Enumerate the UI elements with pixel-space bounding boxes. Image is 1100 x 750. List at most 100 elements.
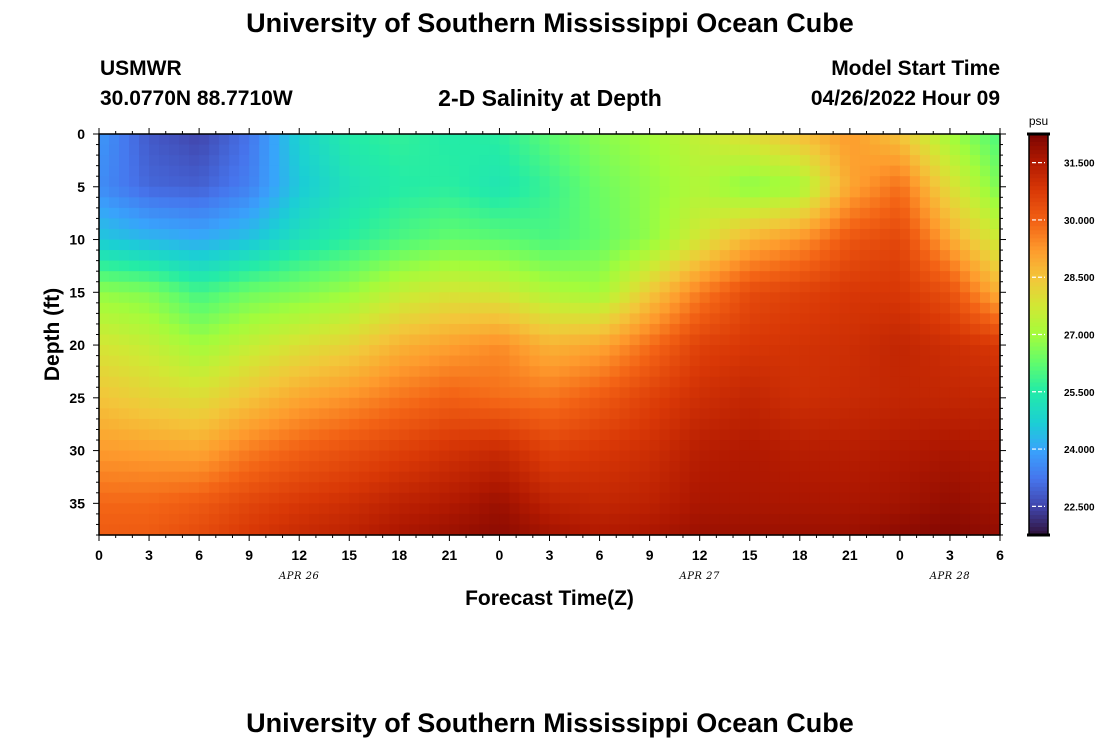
heatmap-cell	[929, 281, 941, 293]
heatmap-cell	[189, 440, 200, 452]
heatmap-cell	[609, 440, 621, 452]
heatmap-cell	[789, 134, 801, 146]
heatmap-cell	[849, 134, 861, 146]
heatmap-cell	[509, 260, 521, 272]
heatmap-cell	[169, 197, 180, 209]
heatmap-cell	[119, 397, 130, 409]
heatmap-cell	[939, 228, 951, 241]
heatmap-cell	[899, 355, 911, 367]
heatmap-cell	[589, 440, 601, 452]
heatmap-cell	[959, 144, 971, 156]
heatmap-cell	[179, 418, 190, 431]
heatmap-cell	[759, 418, 771, 431]
heatmap-cell	[509, 418, 521, 431]
heatmap-cell	[369, 408, 380, 420]
heatmap-cell	[579, 503, 591, 515]
heatmap-cell	[959, 165, 971, 177]
heatmap-cell	[309, 366, 320, 378]
heatmap-cell	[479, 165, 491, 177]
heatmap-cell	[889, 323, 901, 336]
heatmap-cell	[619, 450, 631, 462]
heatmap-cell	[269, 281, 280, 293]
heatmap-cell	[169, 176, 180, 188]
heatmap-cell	[649, 461, 661, 473]
heatmap-cell	[909, 313, 921, 325]
heatmap-cell	[439, 408, 450, 420]
heatmap-cell	[749, 313, 761, 325]
heatmap-cell	[499, 134, 511, 146]
heatmap-cell	[519, 355, 531, 367]
heatmap-cell	[249, 292, 260, 304]
heatmap-cell	[629, 355, 641, 367]
heatmap-cell	[969, 513, 981, 526]
heatmap-cell	[429, 461, 440, 473]
heatmap-cell	[639, 165, 651, 177]
heatmap-cell	[369, 281, 380, 293]
heatmap-cell	[509, 207, 521, 220]
heatmap-cell	[219, 513, 230, 526]
heatmap-cell	[399, 418, 410, 431]
heatmap-cell	[859, 524, 871, 536]
heatmap-cell	[779, 387, 791, 399]
heatmap-cell	[809, 134, 821, 146]
heatmap-cell	[819, 313, 831, 325]
heatmap-cell	[259, 218, 270, 230]
heatmap-cell	[169, 461, 180, 473]
heatmap-cell	[579, 197, 591, 209]
heatmap-cell	[739, 313, 751, 325]
heatmap-cell	[759, 461, 771, 473]
heatmap-cell	[859, 302, 871, 314]
heatmap-cell	[739, 334, 751, 346]
heatmap-cell	[599, 302, 611, 314]
heatmap-cell	[129, 355, 140, 367]
heatmap-cell	[189, 345, 200, 357]
heatmap-cell	[209, 144, 220, 156]
heatmap-cell	[709, 524, 721, 536]
heatmap-cell	[269, 260, 280, 272]
heatmap-cell	[699, 260, 711, 272]
heatmap-cell	[279, 408, 290, 420]
heatmap-cell	[699, 408, 711, 420]
heatmap-cell	[549, 355, 561, 367]
heatmap-cell	[669, 207, 681, 220]
heatmap-cell	[109, 492, 120, 504]
heatmap-cell	[749, 503, 761, 515]
heatmap-cell	[599, 408, 611, 420]
heatmap-cell	[289, 408, 300, 420]
heatmap-cell	[909, 503, 921, 515]
heatmap-cell	[299, 176, 310, 188]
heatmap-cell	[659, 239, 671, 251]
heatmap-cell	[829, 165, 841, 177]
heatmap-cell	[389, 450, 400, 462]
heatmap-cell	[649, 323, 661, 336]
heatmap-cell	[119, 471, 130, 483]
heatmap-cell	[769, 155, 781, 167]
heatmap-cell	[649, 176, 661, 188]
heatmap-cell	[279, 186, 290, 198]
heatmap-cell	[739, 524, 751, 536]
heatmap-cell	[619, 218, 631, 230]
heatmap-cell	[759, 197, 771, 209]
heatmap-cell	[799, 471, 811, 483]
heatmap-cell	[969, 461, 981, 473]
heatmap-cell	[979, 250, 991, 262]
heatmap-cell	[579, 345, 591, 357]
heatmap-cell	[269, 292, 280, 304]
heatmap-cell	[399, 165, 410, 177]
heatmap-cell	[779, 376, 791, 388]
heatmap-cell	[279, 197, 290, 209]
heatmap-cell	[449, 155, 460, 167]
heatmap-cell	[879, 524, 891, 536]
heatmap-cell	[779, 355, 791, 367]
heatmap-cell	[589, 176, 601, 188]
heatmap-cell	[409, 207, 420, 220]
heatmap-cell	[199, 355, 210, 367]
heatmap-cell	[549, 134, 561, 146]
heatmap-cell	[349, 334, 360, 346]
heatmap-cell	[189, 408, 200, 420]
heatmap-cell	[129, 418, 140, 431]
heatmap-cell	[649, 366, 661, 378]
heatmap-cell	[399, 440, 410, 452]
heatmap-cell	[289, 492, 300, 504]
heatmap-cell	[319, 165, 330, 177]
